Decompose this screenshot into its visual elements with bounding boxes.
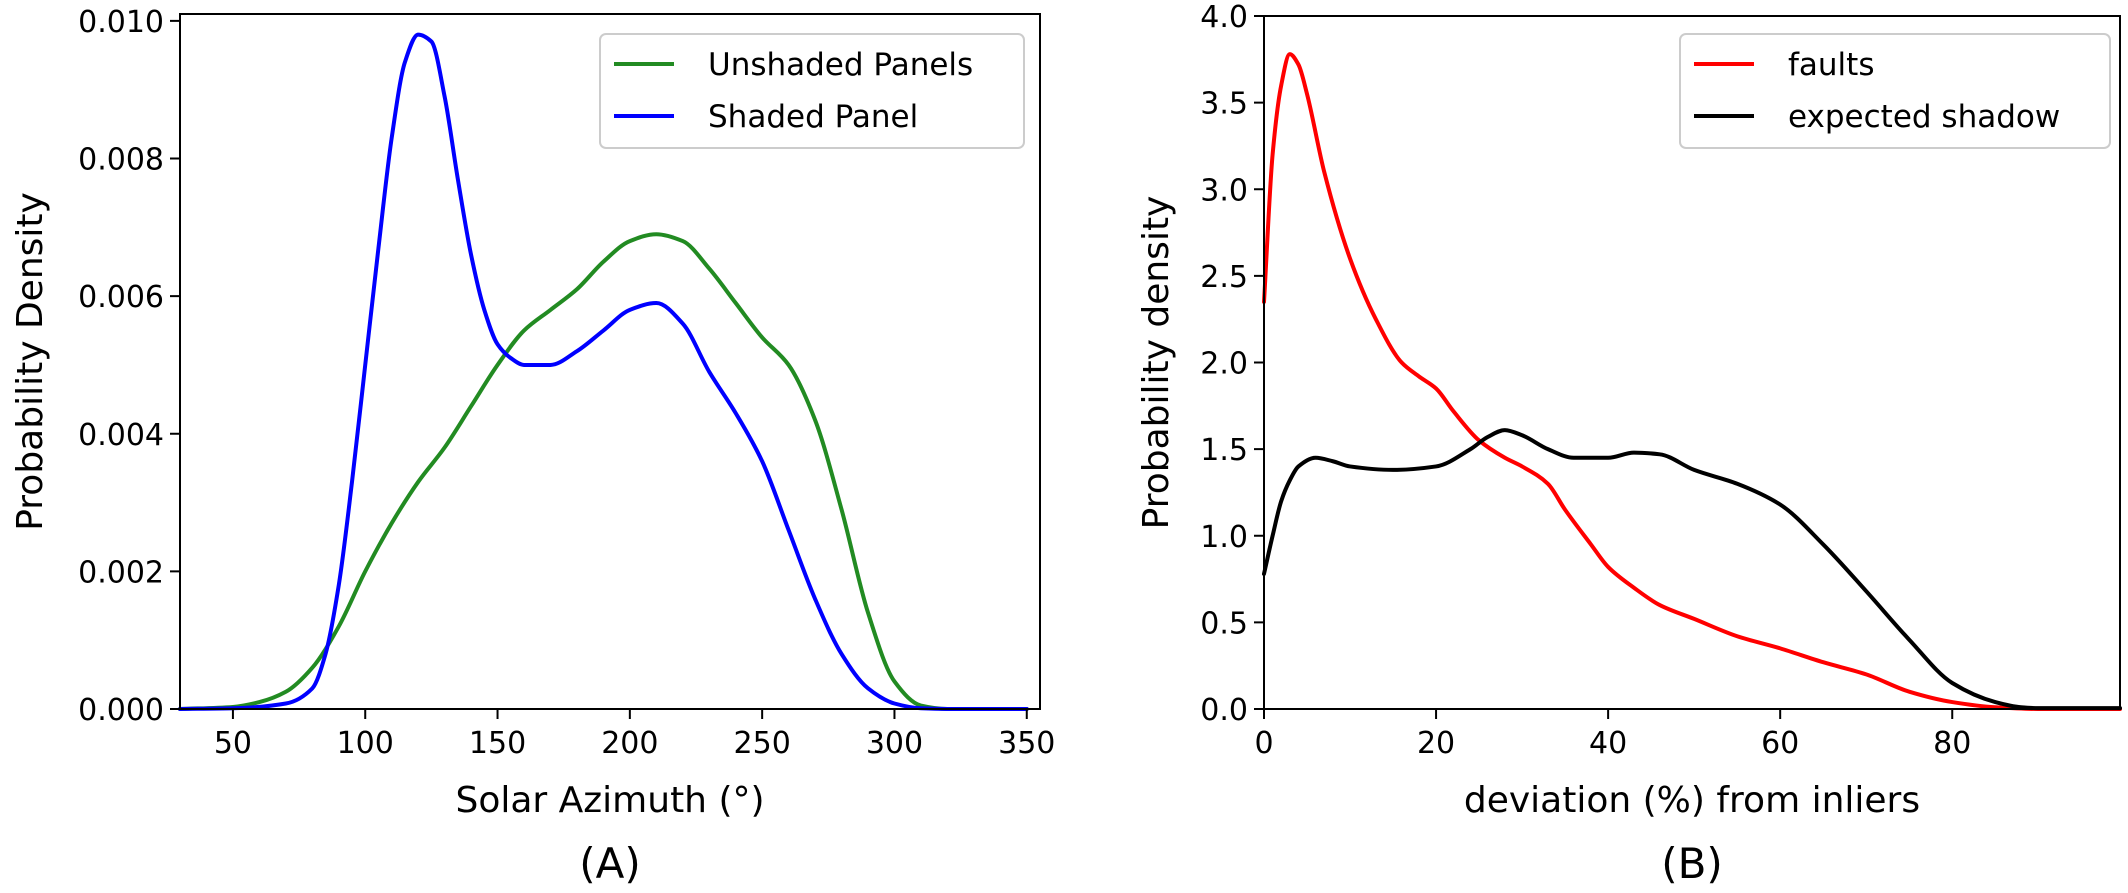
chart-b: 0 20 40 60 80 0.0 0.5 1.0 1.5 2.0 2.5 3.0 3.5 4.0 de…	[1136, 0, 2122, 888]
chart-b-legend-label-expected-shadow: expected shadow	[1788, 99, 2060, 135]
chart-b-y-tick-label: 0.5	[1200, 606, 1248, 641]
chart-b-series-expected-shadow	[1262, 428, 2122, 711]
chart-b-x-tick-label: 0	[1254, 726, 1273, 761]
chart-a-x-tick-label: 250	[734, 726, 791, 761]
chart-b-y-tick-label: 3.0	[1200, 173, 1248, 208]
chart-b-panel-label: (B)	[1661, 839, 1723, 888]
chart-a-y-axis-label: Probability Density	[10, 192, 51, 531]
chart-b-series-layer	[1262, 52, 2122, 711]
chart-b-y-tick-label: 1.5	[1200, 433, 1248, 468]
chart-b-y-tick-label: 0.0	[1200, 693, 1248, 728]
chart-a-y-axis: 0.000 0.002 0.004 0.006 0.008 0.010	[78, 5, 180, 728]
chart-b-y-tick-label: 1.0	[1200, 520, 1248, 555]
chart-a-legend-label-unshaded-panels: Unshaded Panels	[708, 47, 973, 83]
chart-a-legend-label-shaded-panel: Shaded Panel	[708, 99, 918, 135]
chart-b-x-tick-label: 60	[1761, 726, 1799, 761]
chart-b-y-axis-label: Probability density	[1136, 196, 1177, 530]
chart-a-x-axis-label: Solar Azimuth (°)	[455, 780, 764, 821]
chart-a-y-tick-label: 0.000	[78, 693, 164, 728]
chart-a-series-shaded-panel	[178, 32, 1029, 711]
chart-a-y-tick-label: 0.010	[78, 5, 164, 40]
chart-a-x-tick-label: 150	[469, 726, 526, 761]
chart-a-x-tick-label: 100	[337, 726, 394, 761]
chart-a-y-tick-label: 0.004	[78, 418, 164, 453]
chart-b-series-faults	[1262, 52, 2122, 711]
chart-b-y-tick-label: 3.5	[1200, 87, 1248, 122]
chart-b-y-tick-label: 2.5	[1200, 260, 1248, 295]
chart-a-x-tick-label: 350	[998, 726, 1055, 761]
chart-b-legend: faults expected shadow	[1679, 33, 2111, 149]
chart-a-x-tick-label: 300	[866, 726, 923, 761]
chart-a-legend-box	[599, 33, 1025, 149]
chart-b-y-axis: 0.0 0.5 1.0 1.5 2.0 2.5 3.0 3.5 4.0	[1200, 0, 1264, 728]
chart-a-y-tick-label: 0.008	[78, 143, 164, 178]
chart-b-x-tick-label: 40	[1589, 726, 1627, 761]
chart-a-y-tick-label: 0.006	[78, 280, 164, 315]
chart-a-x-tick-label: 200	[601, 726, 658, 761]
chart-a-x-tick-label: 50	[214, 726, 252, 761]
chart-a-series-layer	[178, 32, 1029, 711]
chart-b-legend-label-faults: faults	[1788, 47, 1874, 83]
chart-b-y-tick-label: 2.0	[1200, 347, 1248, 382]
chart-a: 50 100 150 200 250 300 350 0.0000.0020.0040.00…	[10, 5, 1055, 888]
chart-a-x-axis: 50 100 150 200 250 300 350	[214, 709, 1055, 761]
chart-a-legend: Unshaded Panels Shaded Panel	[599, 33, 1025, 149]
chart-a-plot-frame	[179, 13, 1041, 710]
chart-b-x-axis: 0 20 40 60 80	[1254, 709, 1971, 761]
chart-a-y-tick-label: 0.002	[78, 555, 164, 590]
chart-a-panel-label: (A)	[579, 839, 641, 888]
chart-b-legend-box	[1679, 33, 2111, 149]
chart-b-x-tick-label: 80	[1933, 726, 1971, 761]
chart-b-x-tick-label: 20	[1417, 726, 1455, 761]
chart-b-y-tick-label: 4.0	[1200, 0, 1248, 35]
chart-a-series-unshaded-panels	[178, 232, 1029, 711]
chart-b-x-axis-label: deviation (%) from inliers	[1464, 780, 1920, 821]
